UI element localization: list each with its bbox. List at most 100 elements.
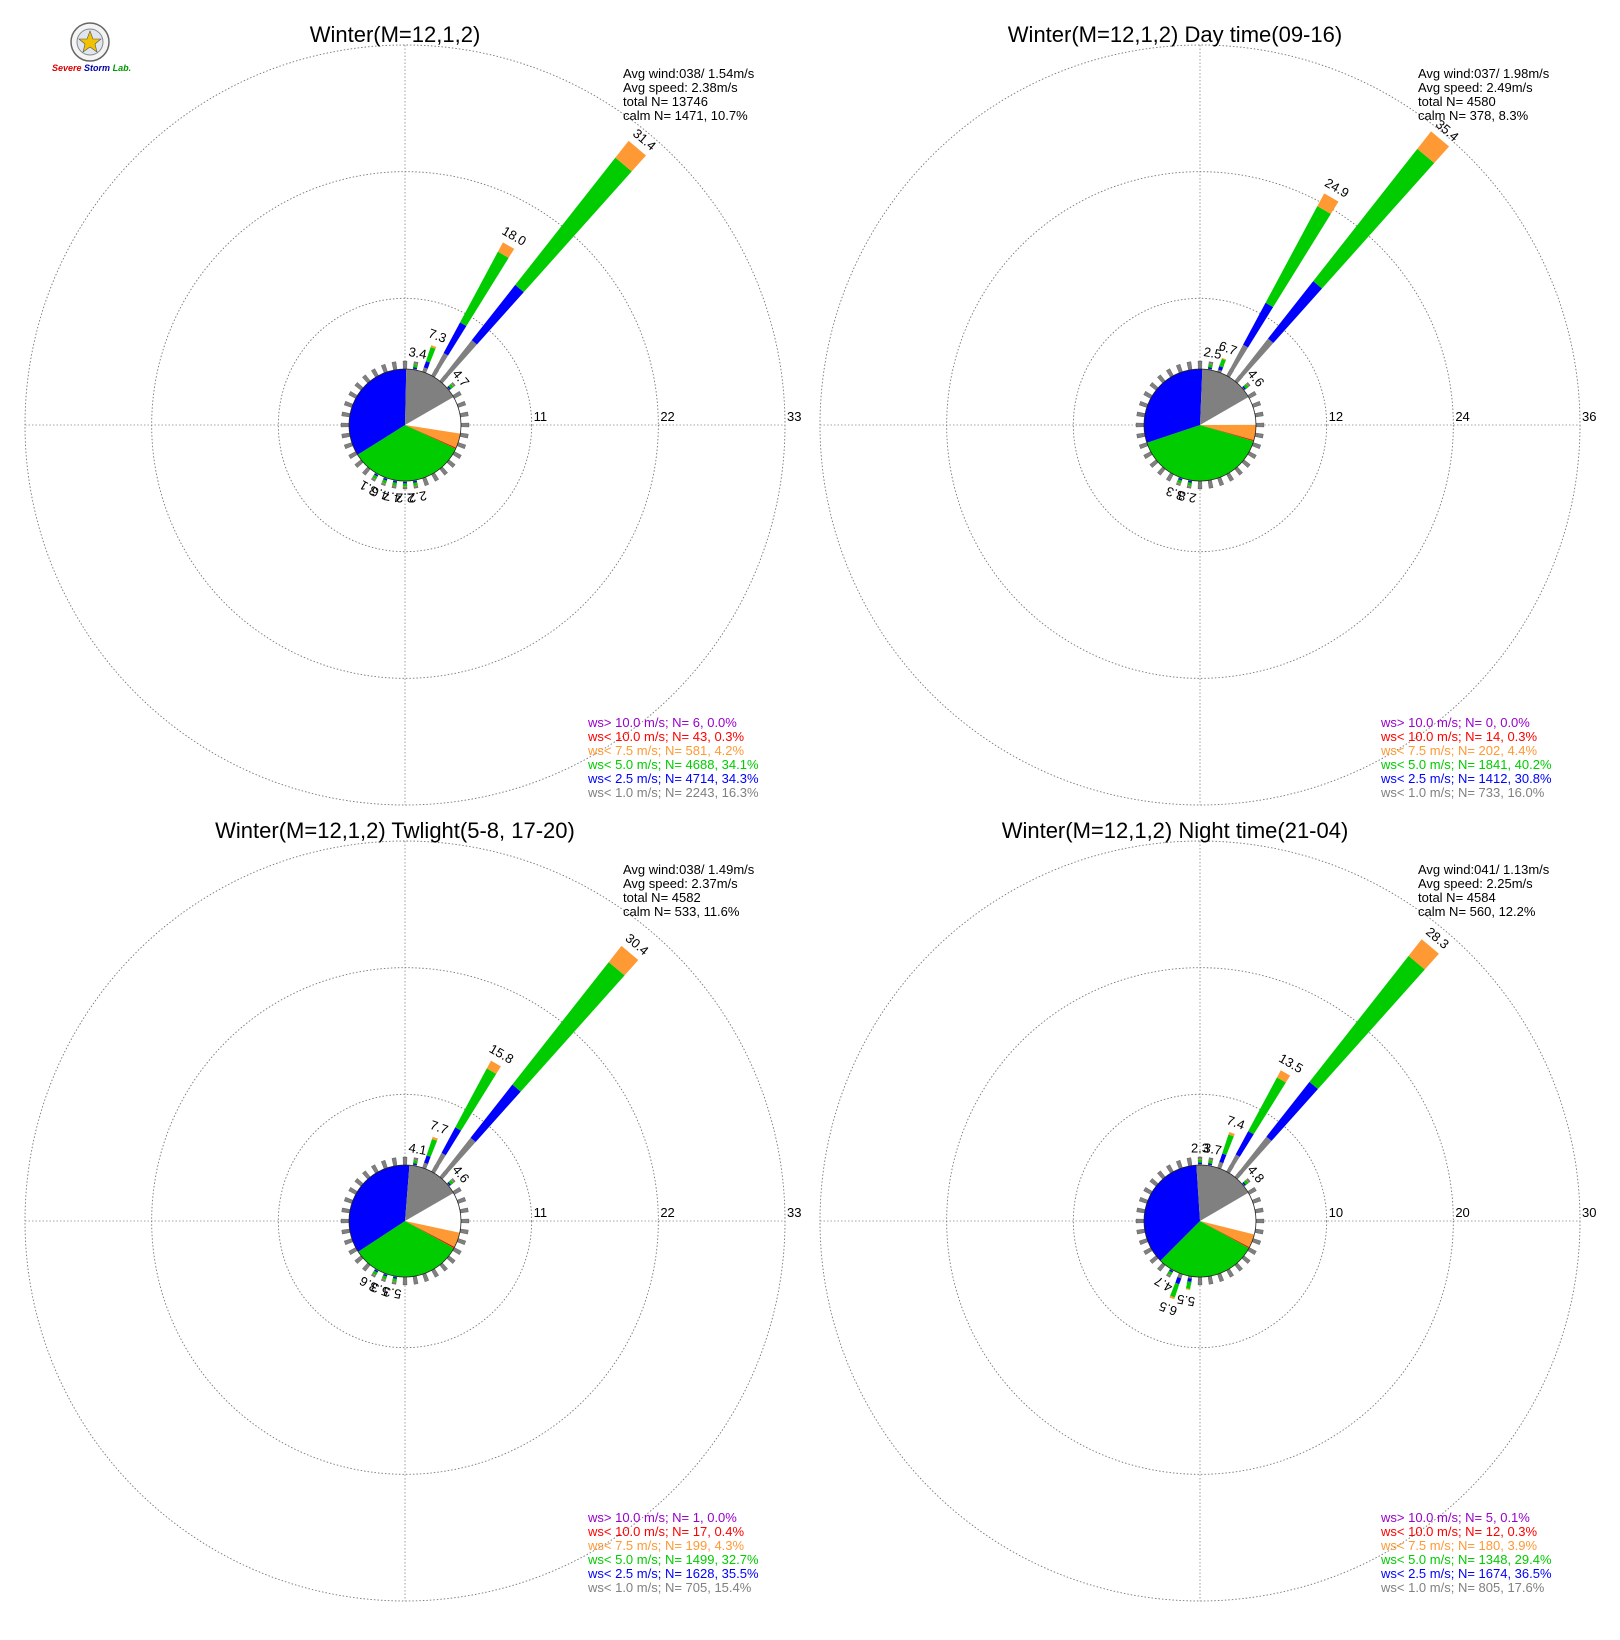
petal-segment	[1243, 1179, 1249, 1185]
petal-segment	[1218, 366, 1223, 371]
minor-petal	[381, 364, 388, 374]
range-ring	[277, 1093, 533, 1349]
petal-segment	[448, 1179, 454, 1185]
petal-segment	[383, 1273, 388, 1277]
legend-entry: ws< 2.5 m/s; N= 4714, 34.3%	[587, 771, 759, 786]
petal-segment	[1417, 131, 1450, 164]
petal-segment	[1198, 1162, 1202, 1165]
range-ring	[151, 967, 659, 1475]
petal-segment	[512, 962, 625, 1092]
petal-segment	[1226, 1154, 1240, 1174]
range-ring	[24, 840, 786, 1602]
stats-line: total N= 4580	[1418, 94, 1496, 109]
petal-segment	[460, 251, 509, 326]
petal-segment	[1188, 480, 1192, 483]
petal-segment	[486, 1060, 501, 1074]
stats-line: calm N= 378, 8.3%	[1418, 108, 1529, 123]
minor-petal	[341, 1207, 351, 1214]
severe-storm-lab-logo: Severe Storm Lab.	[50, 22, 150, 82]
petal-segment	[392, 485, 397, 487]
petal-segment	[1178, 477, 1183, 481]
petal-segment	[393, 480, 397, 483]
minor-petal	[459, 1207, 469, 1214]
stats-line: Avg wind:038/ 1.54m/s	[623, 66, 755, 81]
minor-petal	[456, 1238, 466, 1245]
petal-segment	[403, 483, 407, 487]
range-ring	[1072, 1093, 1328, 1349]
petal-value-label: 3.4	[407, 344, 427, 362]
petal-value-label: 5.3	[369, 1280, 391, 1300]
legend-entry: ws< 7.5 m/s; N= 581, 4.2%	[587, 743, 745, 758]
petal-segment	[1245, 383, 1249, 387]
petal-segment	[413, 364, 418, 368]
pie-ws-lt-1-sector	[1200, 369, 1249, 425]
petal-segment	[446, 1182, 450, 1187]
minor-petal	[1217, 476, 1224, 486]
ring-tick-label: 11	[534, 409, 548, 424]
petal-segment	[374, 1269, 379, 1273]
stats-line: Avg speed: 2.37m/s	[623, 876, 738, 891]
legend-entry: ws< 1.0 m/s; N= 733, 16.0%	[1380, 785, 1545, 800]
petal-value-label: 3.3	[1164, 484, 1186, 504]
petal-segment	[1198, 1159, 1202, 1163]
pie-ws-lt-10-sector	[405, 1221, 455, 1249]
petal-segment	[1222, 1134, 1234, 1155]
pie-calm-sector	[1200, 397, 1256, 425]
minor-petal	[1139, 1197, 1149, 1204]
ring-tick-label: 10	[1329, 1205, 1343, 1220]
petal-segment	[383, 477, 388, 481]
legend-entry: ws> 10.0 m/s; N= 5, 0.1%	[1380, 1510, 1530, 1525]
minor-petal	[344, 1238, 354, 1245]
petal-segment	[443, 322, 467, 356]
range-ring	[819, 44, 1581, 806]
legend-entry: ws< 7.5 m/s; N= 199, 4.3%	[587, 1538, 745, 1553]
petal-segment	[1169, 1295, 1175, 1300]
petal-segment	[1309, 955, 1425, 1090]
petal-segment	[423, 361, 430, 369]
petal-segment	[413, 480, 417, 483]
minor-petal	[1136, 1207, 1146, 1214]
petal-segment	[1167, 1273, 1171, 1276]
petal-segment	[413, 1163, 417, 1166]
minor-petal	[1251, 401, 1261, 408]
legend-entry: ws< 2.5 m/s; N= 1674, 36.5%	[1380, 1566, 1552, 1581]
petal-segment	[413, 367, 417, 370]
minor-petal	[422, 1272, 429, 1282]
panel-title: Winter(M=12,1,2) Day time(09-16)	[1008, 22, 1342, 47]
legend-entry: ws< 7.5 m/s; N= 202, 4.4%	[1380, 743, 1538, 758]
ring-tick-label: 22	[660, 1205, 674, 1220]
minor-petal	[341, 1228, 351, 1235]
petal-segment	[439, 1137, 476, 1180]
petal-segment	[1317, 193, 1339, 214]
petal-value-label: 5.3	[382, 1284, 402, 1302]
stats-line: Avg speed: 2.49m/s	[1418, 80, 1533, 95]
minor-petal	[340, 422, 350, 428]
ring-tick-label: 20	[1455, 1205, 1469, 1220]
legend-entry: ws< 5.0 m/s; N= 1348, 29.4%	[1380, 1552, 1552, 1567]
petal-segment	[470, 1084, 521, 1142]
stats-line: Avg wind:041/ 1.13m/s	[1418, 862, 1550, 877]
petal-value-label: 5.5	[1176, 1292, 1196, 1310]
petal-segment	[1208, 1159, 1213, 1161]
legend-entry: ws< 2.5 m/s; N= 1412, 30.8%	[1380, 771, 1552, 786]
stats-line: Avg wind:038/ 1.49m/s	[623, 862, 755, 877]
petal-segment	[1245, 1179, 1249, 1183]
petal-segment	[1313, 148, 1435, 289]
pie-ws-lt-7-5-sector	[1200, 424, 1256, 441]
legend-entry: ws< 1.0 m/s; N= 2243, 16.3%	[587, 785, 759, 800]
range-ring	[1072, 297, 1328, 553]
panel-title: Winter(M=12,1,2) Twlight(5-8, 17-20)	[215, 818, 575, 843]
petal-segment	[382, 1275, 387, 1280]
panel-title: Winter(M=12,1,2)	[310, 22, 481, 47]
petal-segment	[1175, 1277, 1182, 1285]
pie-ws-lt-1-sector	[1196, 1165, 1249, 1221]
stats-line: Avg speed: 2.25m/s	[1418, 876, 1533, 891]
petal-segment	[1177, 479, 1182, 484]
petal-segment	[441, 1127, 462, 1156]
minor-petal	[1254, 1207, 1264, 1214]
range-ring	[819, 840, 1581, 1602]
minor-petal	[460, 1218, 470, 1224]
petal-value-label: 4.1	[407, 1140, 427, 1158]
pie-ws-lt-7-5-sector	[1200, 1221, 1255, 1248]
